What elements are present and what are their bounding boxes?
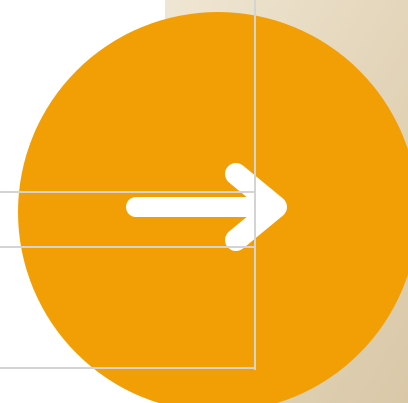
screen [0, 0, 408, 403]
page: (() => { const data = JSON.parse(documen… [0, 0, 408, 403]
